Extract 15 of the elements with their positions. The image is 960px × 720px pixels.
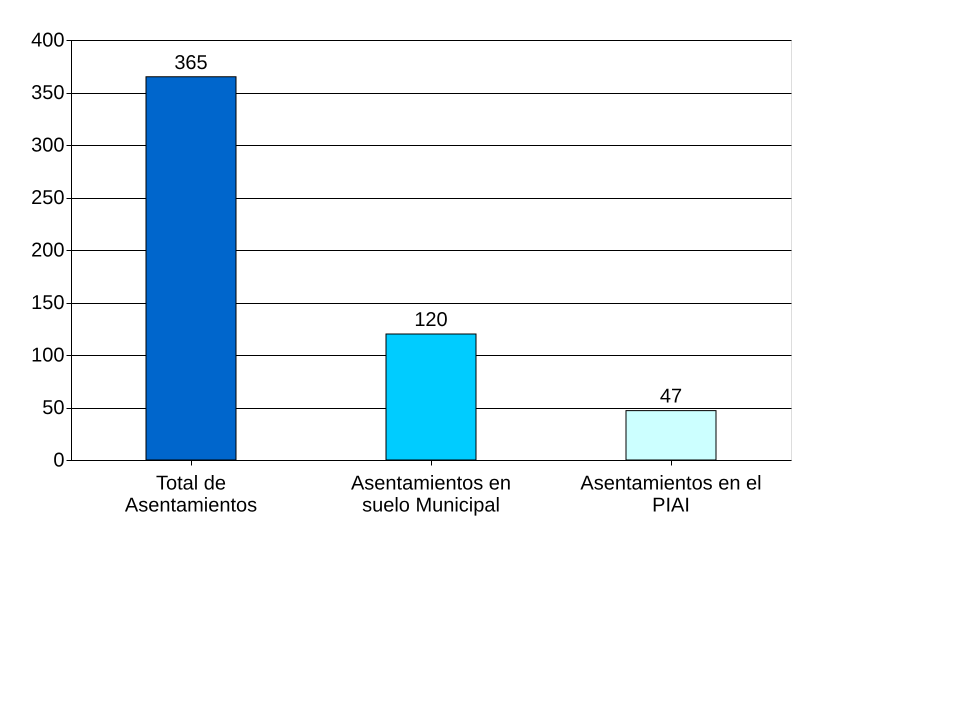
y-tick-label: 350 <box>31 82 64 104</box>
data-label: 47 <box>660 386 682 408</box>
y-tick-label: 150 <box>31 292 64 314</box>
data-label: 120 <box>414 309 448 331</box>
y-tick-label: 50 <box>42 397 64 419</box>
y-tick-label: 200 <box>31 240 64 262</box>
y-tick-label: 0 <box>53 450 64 472</box>
y-tick-label: 250 <box>31 187 64 209</box>
data-label: 365 <box>174 52 208 74</box>
x-tick-label: Asentamientos en el PIAI <box>580 472 762 516</box>
y-tick-label: 100 <box>31 344 64 366</box>
y-tick-label: 400 <box>31 30 64 52</box>
x-tick-label: Asentamientos en suelo Municipal <box>350 472 512 516</box>
x-tick-label: Total de Asentamientos <box>124 472 258 516</box>
y-tick-label: 300 <box>31 134 64 156</box>
